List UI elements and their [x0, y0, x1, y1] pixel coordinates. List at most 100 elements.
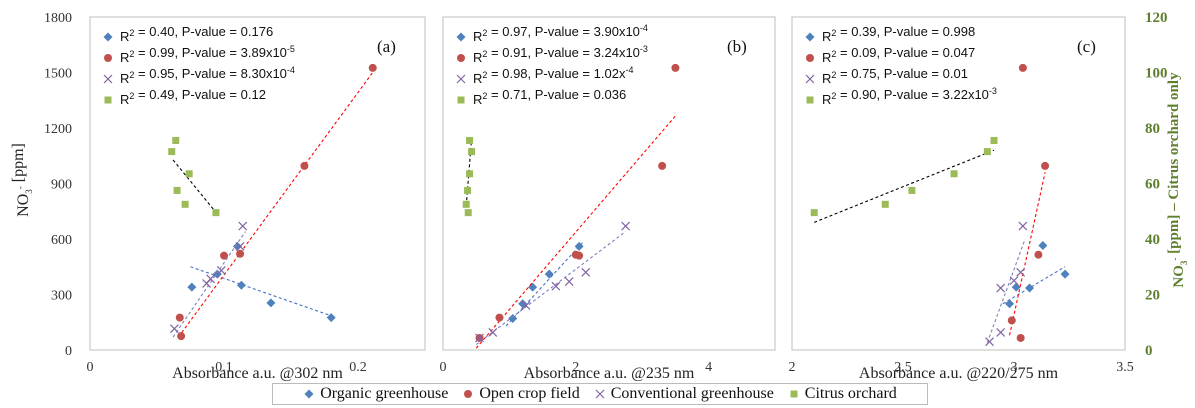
legend-marker-citrus-orchard — [104, 96, 112, 104]
data-point — [181, 200, 189, 208]
data-point — [300, 161, 309, 170]
legend-marker-conventional-greenhouse — [103, 74, 113, 84]
data-point — [238, 221, 248, 231]
data-point — [1016, 333, 1025, 342]
legend-swatch — [464, 390, 473, 398]
bottom-legend: Organic greenhouse Open crop field Convent… — [272, 383, 928, 405]
series-organic-greenhouse — [1002, 240, 1070, 309]
y-tick-label: 300 — [51, 289, 72, 304]
data-point — [216, 266, 226, 275]
panel-b: 0 2 4 Absorbance a.u. @235 nm (b) R2 = 0.97, … — [440, 16, 776, 382]
data-point — [468, 148, 476, 156]
x-tick-label: 4 — [705, 360, 712, 375]
data-point — [1060, 269, 1070, 279]
x-axis-label: Absorbance a.u. @235 nm — [524, 365, 695, 382]
data-point — [881, 200, 889, 208]
legend-label: Citrus orchard — [804, 385, 897, 402]
data-point — [220, 251, 228, 260]
data-point — [173, 186, 181, 194]
data-point — [235, 241, 245, 251]
data-point — [168, 148, 176, 156]
legend-stat-citrus-orchard: R2 = 0.49, P-value = 0.12 — [120, 87, 266, 107]
square-marker-icon — [790, 390, 798, 398]
legend-label: Conventional greenhouse — [610, 385, 774, 402]
data-point — [908, 186, 916, 194]
y-tick-label-right: 40 — [1145, 232, 1160, 248]
data-point — [551, 281, 561, 291]
data-point — [544, 269, 554, 279]
legend-marker-open-crop-field — [457, 54, 465, 62]
data-point — [464, 186, 472, 194]
legend-stat-conventional-greenhouse: R2 = 0.75, P-value = 0.01 — [822, 66, 968, 86]
x-tick-label: 2 — [572, 360, 579, 375]
x-marker-icon — [595, 389, 605, 399]
data-point — [574, 241, 584, 251]
series-citrus-orchard — [168, 136, 220, 217]
circle-marker-icon — [464, 390, 473, 398]
data-point — [1018, 221, 1028, 231]
legend-stat-organic-greenhouse: R2 = 0.40, P-value = 0.176 — [120, 24, 273, 44]
data-point — [581, 267, 591, 277]
x-tick-label: 0 — [87, 360, 94, 375]
data-point — [232, 241, 242, 251]
y-tick-label-right: 20 — [1145, 288, 1160, 304]
legend-swatch — [790, 390, 798, 398]
y-tick-label: 1500 — [44, 67, 72, 82]
y-tick-label: 1800 — [44, 11, 72, 26]
data-point — [1011, 282, 1021, 292]
legend-marker-open-crop-field — [104, 54, 112, 62]
y-tick-label-right: 80 — [1145, 121, 1160, 137]
legend-marker-organic-greenhouse — [456, 32, 466, 42]
x-tick-label: 0.2 — [349, 360, 367, 375]
panel-label: (a) — [377, 37, 396, 56]
data-point — [488, 328, 498, 337]
data-point — [236, 280, 246, 290]
legend-marker-open-crop-field — [806, 54, 814, 62]
data-point — [466, 170, 474, 178]
legend-stat-organic-greenhouse: R2 = 0.39, P-value = 0.998 — [822, 24, 975, 44]
y-tick-label: 900 — [51, 178, 72, 193]
legend-stat-open-crop-field: R2 = 0.91, P-value = 3.24x10-3 — [473, 44, 648, 65]
legend-label: Organic greenhouse — [320, 385, 449, 402]
trendline-open-crop-field — [1009, 172, 1046, 336]
series-open-crop-field — [175, 63, 378, 341]
y-tick-label-right: 120 — [1145, 10, 1168, 26]
legend-marker-citrus-orchard — [806, 96, 814, 104]
legend-item-open-crop-field: Open crop field — [462, 385, 580, 403]
data-point — [1034, 250, 1043, 259]
data-point — [1041, 161, 1050, 170]
series-open-crop-field — [1007, 63, 1050, 342]
y-tick-label: 0 — [65, 344, 72, 359]
data-point — [175, 313, 184, 322]
data-point — [464, 209, 472, 217]
data-point — [985, 337, 995, 347]
series-conventional-greenhouse — [475, 221, 631, 345]
data-point — [266, 298, 276, 308]
trendline-conventional-greenhouse — [475, 231, 626, 345]
legend-swatch — [304, 389, 314, 399]
y-tick-label: 600 — [51, 233, 72, 248]
legend-stat-organic-greenhouse: R2 = 0.97, P-value = 3.90x10-4 — [473, 23, 648, 44]
y-axis-label-right: NO3- [ppm] – Citrus orchard only — [1166, 72, 1189, 288]
data-point — [983, 148, 991, 156]
y-tick-label-right: 60 — [1145, 177, 1160, 193]
legend-stat-open-crop-field: R2 = 0.09, P-value = 0.047 — [822, 45, 975, 65]
data-point — [177, 332, 186, 341]
trendline-organic-greenhouse — [1002, 266, 1066, 305]
x-tick-label: 3.5 — [1116, 360, 1134, 375]
data-point — [990, 136, 998, 144]
trendline-citrus-orchard — [172, 159, 218, 215]
legend-marker-conventional-greenhouse — [805, 74, 815, 84]
legend-stat-citrus-orchard: R2 = 0.71, P-value = 0.036 — [473, 87, 626, 107]
legend-label: Open crop field — [479, 385, 580, 402]
data-point — [495, 313, 504, 322]
legend-marker-organic-greenhouse — [103, 32, 113, 42]
trendline-organic-greenhouse — [505, 242, 583, 327]
data-point — [169, 324, 179, 334]
series-open-crop-field — [475, 63, 680, 349]
data-point — [172, 136, 180, 144]
plot-frame — [442, 16, 776, 351]
data-point — [206, 274, 216, 284]
diamond-marker-icon — [304, 389, 314, 399]
